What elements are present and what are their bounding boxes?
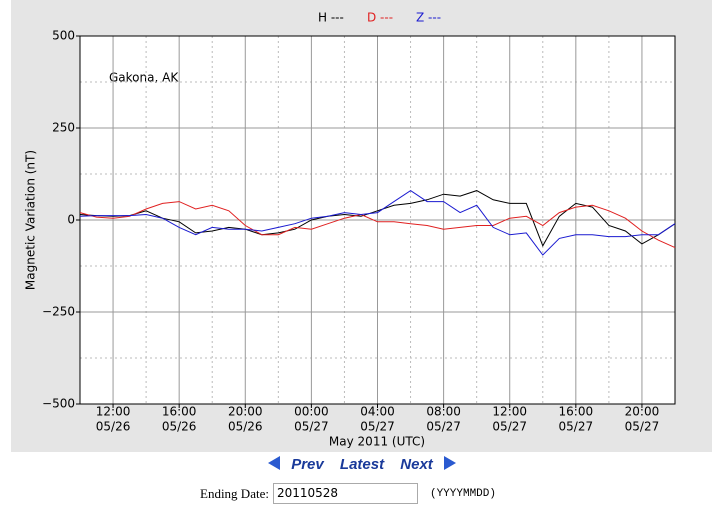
x-tick-label: 04:00: [360, 405, 395, 419]
x-tick-date: 05/26: [228, 420, 263, 434]
x-tick-label: 20:00: [625, 405, 660, 419]
x-tick-date: 05/27: [559, 420, 594, 434]
x-tick-date: 05/27: [492, 420, 527, 434]
plot-frame: [79, 35, 676, 405]
chart: Gakona, AK Magnetic Variation (nT) May 2…: [11, 0, 712, 452]
x-tick-label: 16:00: [162, 405, 197, 419]
x-tick-date: 05/27: [294, 420, 329, 434]
x-axis-label: May 2011 (UTC): [329, 435, 425, 449]
legend-entry: H ---: [318, 11, 344, 25]
next-arrow[interactable]: [443, 455, 457, 471]
form-hint: (YYYYMMDD): [429, 487, 496, 500]
x-tick-label: 12:00: [96, 405, 131, 419]
series-line: [79, 189, 676, 256]
x-tick-label: 00:00: [294, 405, 329, 419]
legend-entry: D ---: [367, 11, 393, 25]
next-link[interactable]: Next: [400, 456, 433, 473]
annotation: Gakona, AK: [109, 71, 179, 85]
x-tick-label: 20:00: [228, 405, 263, 419]
x-tick-date: 05/27: [426, 420, 461, 434]
y-tick-label: 250: [52, 121, 75, 135]
y-tick-label: −500: [42, 397, 75, 411]
x-tick-label: 12:00: [492, 405, 527, 419]
x-tick-date: 05/27: [625, 420, 660, 434]
x-tick-date: 05/26: [162, 420, 197, 434]
y-tick-label: −250: [42, 305, 75, 319]
x-tick-date: 05/27: [360, 420, 395, 434]
prev-link[interactable]: Prev: [291, 456, 324, 473]
x-tick-label: 16:00: [559, 405, 594, 419]
series-line: [79, 201, 676, 249]
y-tick-label: 0: [67, 213, 75, 227]
x-tick-label: 08:00: [426, 405, 461, 419]
legend-entry: Z ---: [416, 11, 441, 25]
form-label: Ending Date:: [200, 485, 269, 501]
latest-link[interactable]: Latest: [339, 456, 385, 473]
x-tick-date: 05/26: [96, 420, 131, 434]
series-line: [79, 190, 676, 247]
y-tick-label: 500: [52, 29, 75, 43]
navigation: Prev Latest Next: [0, 455, 724, 473]
y-axis-label: Magnetic Variation (nT): [24, 150, 38, 290]
date-input[interactable]: 20110528: [272, 483, 418, 504]
prev-arrow[interactable]: [267, 455, 281, 471]
date-form: Ending Date: 20110528 (YYYYMMDD): [200, 483, 496, 504]
